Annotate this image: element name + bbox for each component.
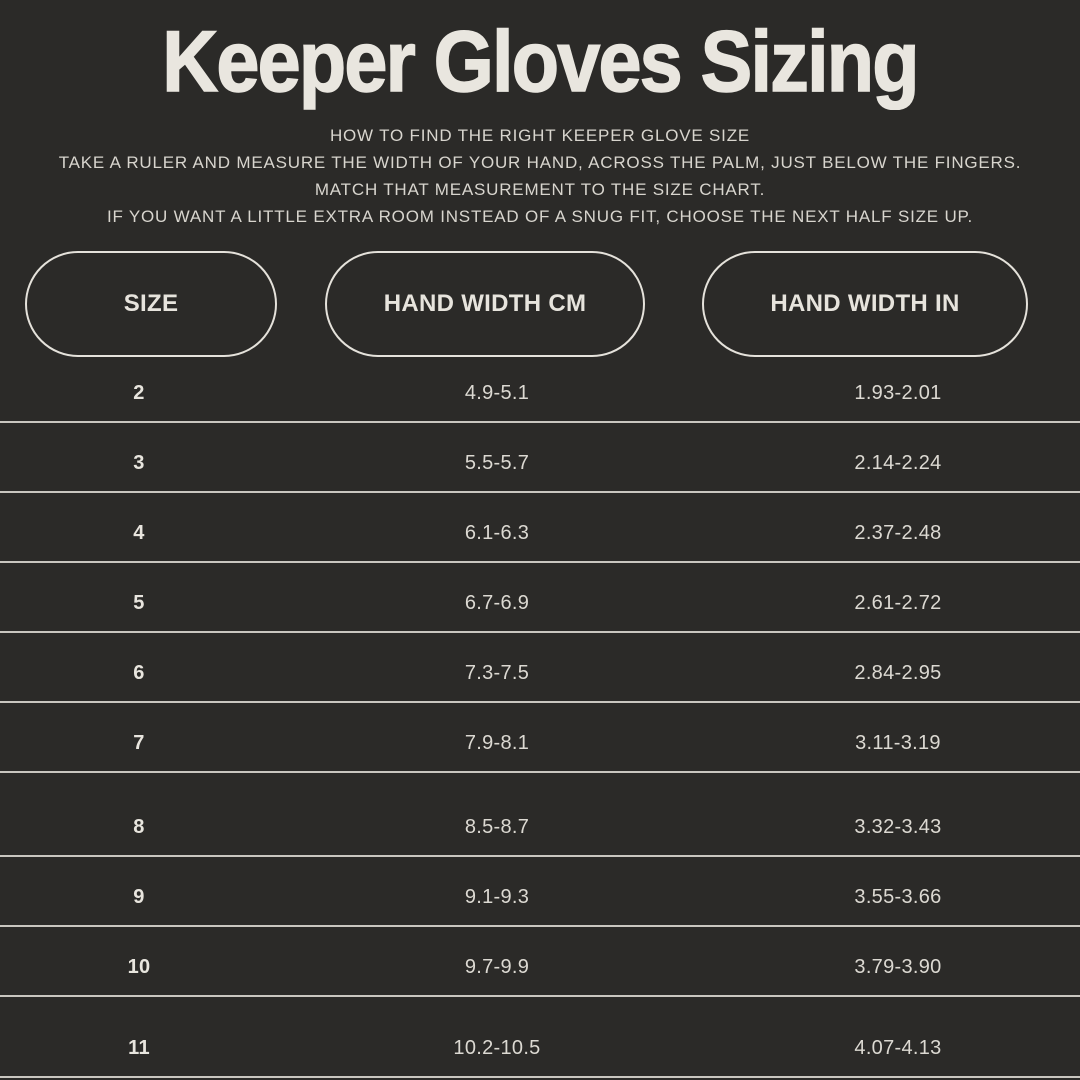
cell-size: 10 (127, 956, 151, 978)
cell-hand-width-in: 3.79-3.90 (854, 956, 942, 978)
cell-hand-width-in: 4.07-4.13 (854, 1037, 942, 1059)
cell-hand-width-in: 2.37-2.48 (854, 522, 942, 544)
cell-size: 8 (133, 816, 145, 838)
page-title: Keeper Gloves Sizing (162, 13, 921, 111)
table-row: 11 10.2-10.5 4.07-4.13 (0, 995, 1080, 1078)
instruction-line: TAKE A RULER AND MEASURE THE WIDTH OF YO… (58, 153, 1022, 172)
cell-hand-width-in: 3.32-3.43 (854, 816, 942, 838)
table-row: 6 7.3-7.5 2.84-2.95 (0, 631, 1080, 701)
table-row: 3 5.5-5.7 2.14-2.24 (0, 421, 1080, 491)
cell-size: 5 (133, 592, 145, 614)
table-row: 4 6.1-6.3 2.37-2.48 (0, 491, 1080, 561)
cell-size: 9 (133, 886, 145, 908)
cell-hand-width-in: 3.11-3.19 (855, 732, 941, 754)
instruction-line: MATCH THAT MEASUREMENT TO THE SIZE CHART… (314, 180, 766, 199)
size-table-rows: 2 4.9-5.1 1.93-2.01 3 5.5-5.7 2.14-2.24 … (0, 357, 1080, 1078)
cell-hand-width-cm: 7.9-8.1 (464, 732, 530, 754)
cell-hand-width-in: 3.55-3.66 (854, 886, 942, 908)
cell-size: 4 (133, 522, 145, 544)
cell-hand-width-in: 2.14-2.24 (854, 452, 942, 474)
column-header-hand-width-cm: HAND WIDTH CM (325, 251, 645, 357)
size-table: 2 4.9-5.1 1.93-2.01 3 5.5-5.7 2.14-2.24 … (0, 357, 1080, 1078)
cell-size: 7 (133, 732, 145, 754)
cell-hand-width-cm: 9.7-9.9 (464, 956, 530, 978)
cell-hand-width-cm: 7.3-7.5 (464, 662, 530, 684)
cell-hand-width-cm: 10.2-10.5 (453, 1037, 541, 1059)
cell-hand-width-cm: 8.5-8.7 (464, 816, 530, 838)
cell-hand-width-in: 2.61-2.72 (854, 592, 942, 614)
instructions-block: HOW TO FIND THE RIGHT KEEPER GLOVE SIZE … (0, 122, 1080, 230)
cell-hand-width-in: 2.84-2.95 (854, 662, 942, 684)
column-header-hand-width-in: HAND WIDTH IN (702, 251, 1028, 357)
cell-size: 2 (133, 382, 145, 404)
table-row: 8 8.5-8.7 3.32-3.43 (0, 771, 1080, 855)
cell-size: 3 (133, 452, 145, 474)
cell-hand-width-in: 1.93-2.01 (854, 382, 942, 404)
cell-hand-width-cm: 6.1-6.3 (464, 522, 530, 544)
cell-size: 11 (128, 1037, 150, 1059)
cell-hand-width-cm: 4.9-5.1 (464, 382, 530, 404)
table-row: 9 9.1-9.3 3.55-3.66 (0, 855, 1080, 925)
cell-hand-width-cm: 9.1-9.3 (464, 886, 530, 908)
instruction-line: HOW TO FIND THE RIGHT KEEPER GLOVE SIZE (329, 126, 751, 145)
column-header-size: SIZE (25, 251, 277, 357)
table-row: 7 7.9-8.1 3.11-3.19 (0, 701, 1080, 771)
cell-size: 6 (133, 662, 145, 684)
table-row: 2 4.9-5.1 1.93-2.01 (0, 357, 1080, 421)
instruction-line: IF YOU WANT A LITTLE EXTRA ROOM INSTEAD … (106, 207, 974, 226)
cell-hand-width-cm: 6.7-6.9 (464, 592, 530, 614)
table-row: 5 6.7-6.9 2.61-2.72 (0, 561, 1080, 631)
cell-hand-width-cm: 5.5-5.7 (464, 452, 530, 474)
table-row: 10 9.7-9.9 3.79-3.90 (0, 925, 1080, 995)
